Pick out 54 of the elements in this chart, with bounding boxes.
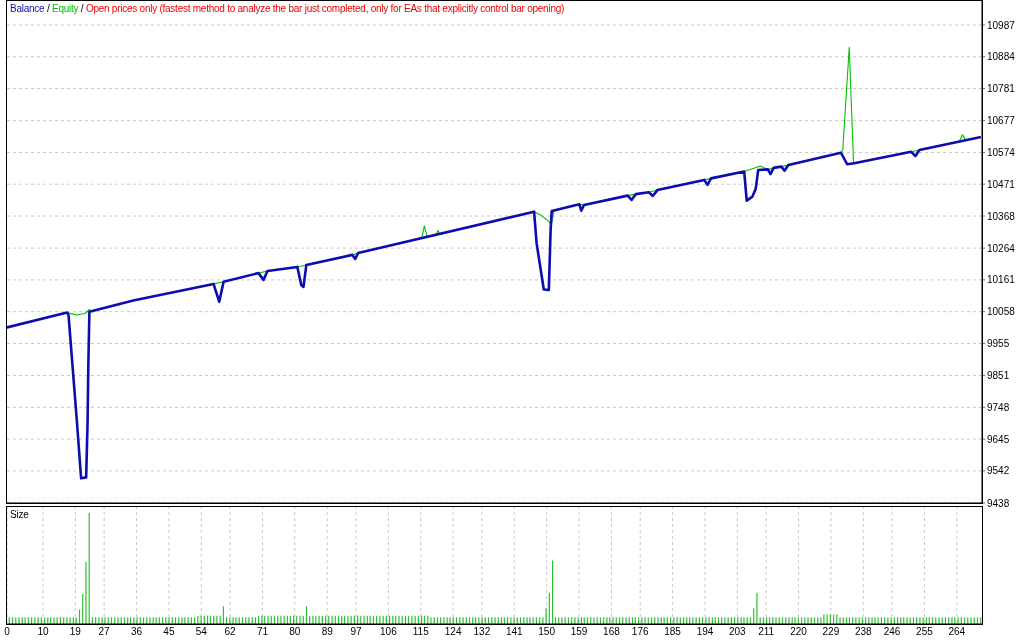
x-tick-label: 255: [916, 626, 934, 638]
x-tick-label: 159: [570, 626, 588, 638]
y-tick-label: 9542: [987, 465, 1010, 477]
y-tick-label: 9645: [987, 433, 1010, 445]
x-tick-label: 176: [631, 626, 649, 638]
annotation: /: [46, 3, 50, 14]
x-tick-label: 246: [883, 626, 901, 638]
y-tick-label: 9955: [987, 338, 1010, 350]
x-tick-label: 185: [664, 626, 682, 638]
x-tick-label: 62: [224, 626, 237, 638]
x-tick-label: 89: [321, 626, 334, 638]
y-tick-label: 10987: [987, 19, 1016, 31]
y-tick-label: 10471: [987, 178, 1016, 190]
x-tick-label: 0: [4, 626, 11, 638]
x-tick-label: 36: [130, 626, 143, 638]
x-tick-label: 141: [505, 626, 524, 638]
x-tick-label: 54: [195, 626, 208, 638]
text: Balance: [10, 3, 45, 14]
x-tick-label: 27: [98, 626, 111, 638]
y-tick-label: 10884: [987, 51, 1016, 63]
y-tick-label: 10058: [987, 306, 1016, 318]
x-tick-label: 150: [538, 626, 556, 638]
y-tick-label: 9438: [987, 497, 1010, 509]
x-tick-label: 19: [69, 626, 82, 638]
y-tick-label: 10677: [987, 115, 1016, 127]
y-tick-label: 9851: [987, 370, 1010, 382]
x-tick-label: 238: [854, 626, 873, 638]
x-tick-label: 229: [822, 626, 840, 638]
x-tick-label: 106: [380, 626, 398, 638]
x-tick-label: 124: [444, 626, 462, 638]
y-tick-label: 10264: [987, 242, 1016, 254]
y-tick-label: 10161: [987, 274, 1016, 286]
line-series: [7, 136, 982, 480]
chart-title: Size: [10, 509, 29, 520]
x-tick-label: 115: [412, 626, 430, 638]
x-tick-label: 168: [603, 626, 621, 638]
chart-title: Open prices only (fastest method to analyze the bar just completed, only for EAs that explicitly control bar opening): [85, 3, 565, 14]
annotation: /: [80, 3, 84, 14]
y-tick-label: 10574: [987, 146, 1016, 158]
x-tick-label: 10: [37, 626, 49, 638]
x-tick-label: 211: [758, 626, 775, 638]
x-tick-label: 264: [948, 626, 966, 638]
y-tick-label: 10368: [987, 210, 1016, 222]
x-tick-label: 97: [350, 626, 362, 638]
y-tick-label: 10781: [987, 83, 1016, 95]
text: Equity: [51, 3, 79, 14]
x-tick-label: 203: [729, 626, 747, 638]
x-tick-label: 80: [289, 626, 301, 638]
y-tick-label: 9748: [987, 401, 1010, 413]
x-tick-label: 194: [696, 626, 714, 638]
x-tick-label: 45: [163, 626, 175, 638]
x-tick-label: 220: [790, 626, 808, 638]
x-tick-label: 71: [256, 626, 269, 638]
x-tick-label: 132: [473, 626, 491, 638]
